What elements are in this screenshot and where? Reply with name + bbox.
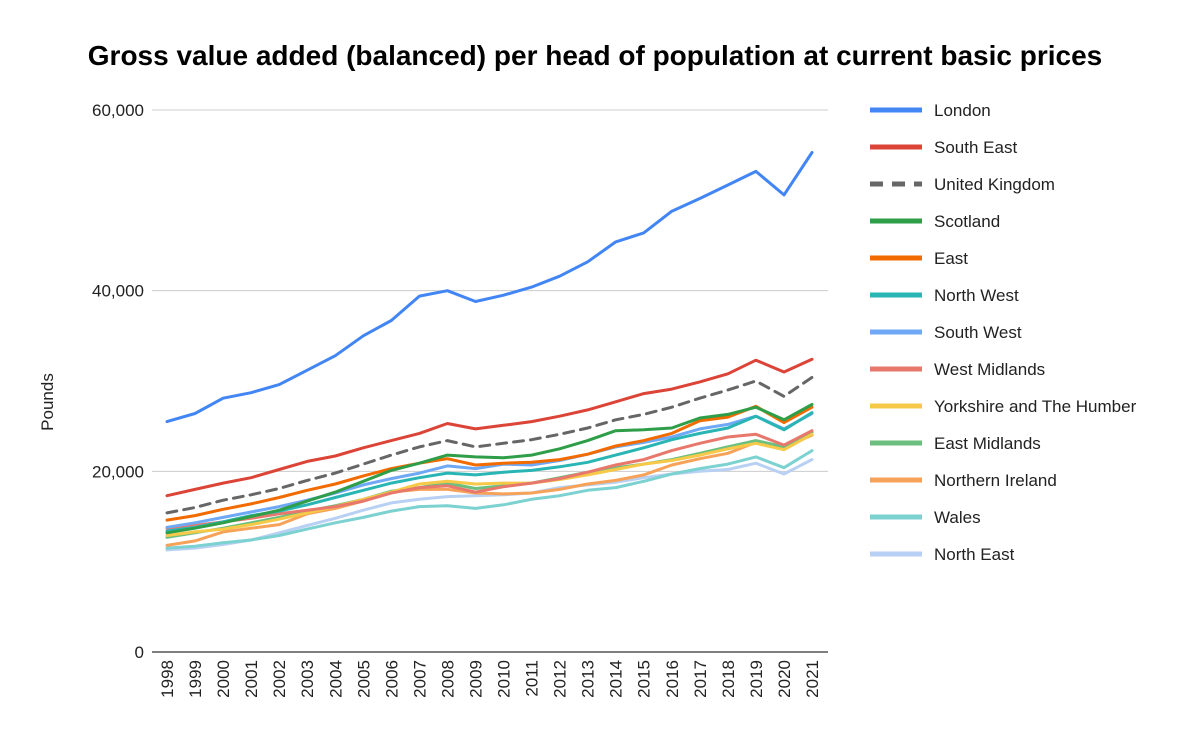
legend-item-east-midlands: East Midlands: [870, 434, 1041, 453]
legend-label: United Kingdom: [934, 175, 1055, 194]
y-axis-ticks: 0 20,000 40,000 60,000: [92, 101, 144, 662]
series-line-london: [165, 151, 814, 424]
series-line-yorkshire-and-the-humber: [165, 432, 814, 537]
legend-item-wales: Wales: [870, 508, 981, 527]
series-line-east: [165, 404, 814, 522]
legend-item-west-midlands: West Midlands: [870, 360, 1045, 379]
x-tick-label: 2013: [579, 660, 598, 698]
legend-label: South East: [934, 138, 1017, 157]
x-axis-ticks: 1998 1999 2000 2001 2002 2003 2004 2005 2006 2007…: [158, 660, 822, 698]
series-line-wales: [165, 449, 814, 550]
legend-label: East: [934, 249, 968, 268]
series-line-scotland: [165, 403, 814, 535]
x-tick-label: 2010: [495, 660, 514, 698]
x-tick-label: 2018: [719, 660, 738, 698]
gridlines: [152, 109, 828, 653]
legend-label: Wales: [934, 508, 981, 527]
series-line-south-east: [165, 357, 814, 498]
legend: London South East United Kingdom Scotland Ea…: [870, 101, 1137, 564]
y-axis-label: Pounds: [38, 373, 57, 431]
x-tick-label: 2004: [326, 660, 345, 698]
x-tick-label: 2015: [635, 660, 654, 698]
legend-item-south-east: South East: [870, 138, 1017, 157]
legend-item-north-east: North East: [870, 545, 1015, 564]
x-tick-label: 2003: [298, 660, 317, 698]
legend-label: Yorkshire and The Humber: [934, 397, 1137, 416]
legend-label: London: [934, 101, 991, 120]
legend-label: East Midlands: [934, 434, 1041, 453]
x-tick-label: 2001: [242, 660, 261, 698]
x-tick-label: 2000: [214, 660, 233, 698]
x-tick-label: 2017: [691, 660, 710, 698]
legend-item-yorkshire-and-the-humber: Yorkshire and The Humber: [870, 397, 1137, 416]
series-lines: [165, 151, 814, 552]
x-tick-label: 2012: [551, 660, 570, 698]
y-tick-label: 60,000: [92, 101, 144, 120]
series-line-united-kingdom: [165, 375, 814, 515]
x-tick-label: 2016: [663, 660, 682, 698]
y-tick-label: 0: [135, 643, 144, 662]
x-tick-label: 2021: [803, 660, 822, 698]
series-line-east-midlands: [165, 431, 814, 539]
x-tick-label: 1998: [158, 660, 177, 698]
legend-item-scotland: Scotland: [870, 212, 1000, 231]
x-tick-label: 2011: [523, 660, 542, 697]
x-tick-label: 1999: [186, 660, 205, 698]
series-line-northern-ireland: [165, 433, 814, 547]
legend-item-south-west: South West: [870, 323, 1022, 342]
legend-item-north-west: North West: [870, 286, 1019, 305]
series-line-north-east: [165, 458, 814, 552]
legend-label: Northern Ireland: [934, 471, 1057, 490]
legend-label: Scotland: [934, 212, 1000, 231]
legend-label: North West: [934, 286, 1019, 305]
legend-label: West Midlands: [934, 360, 1045, 379]
legend-item-east: East: [870, 249, 968, 268]
x-tick-label: 2019: [747, 660, 766, 698]
x-tick-label: 2009: [466, 660, 485, 698]
x-tick-label: 2005: [354, 660, 373, 698]
x-tick-label: 2002: [270, 660, 289, 698]
chart-title: Gross value added (balanced) per head of…: [88, 40, 1102, 71]
legend-label: South West: [934, 323, 1022, 342]
legend-item-united-kingdom: United Kingdom: [870, 175, 1055, 194]
x-tick-label: 2020: [775, 660, 794, 698]
legend-label: North East: [934, 545, 1015, 564]
series-line-west-midlands: [165, 429, 814, 530]
x-tick-label: 2007: [410, 660, 429, 698]
x-tick-label: 2008: [438, 660, 457, 698]
y-tick-label: 20,000: [92, 462, 144, 481]
legend-item-london: London: [870, 101, 991, 120]
series-line-south-west: [165, 412, 814, 529]
x-tick-label: 2014: [607, 660, 626, 698]
y-tick-label: 40,000: [92, 282, 144, 301]
x-tick-label: 2006: [382, 660, 401, 698]
legend-item-northern-ireland: Northern Ireland: [870, 471, 1057, 490]
